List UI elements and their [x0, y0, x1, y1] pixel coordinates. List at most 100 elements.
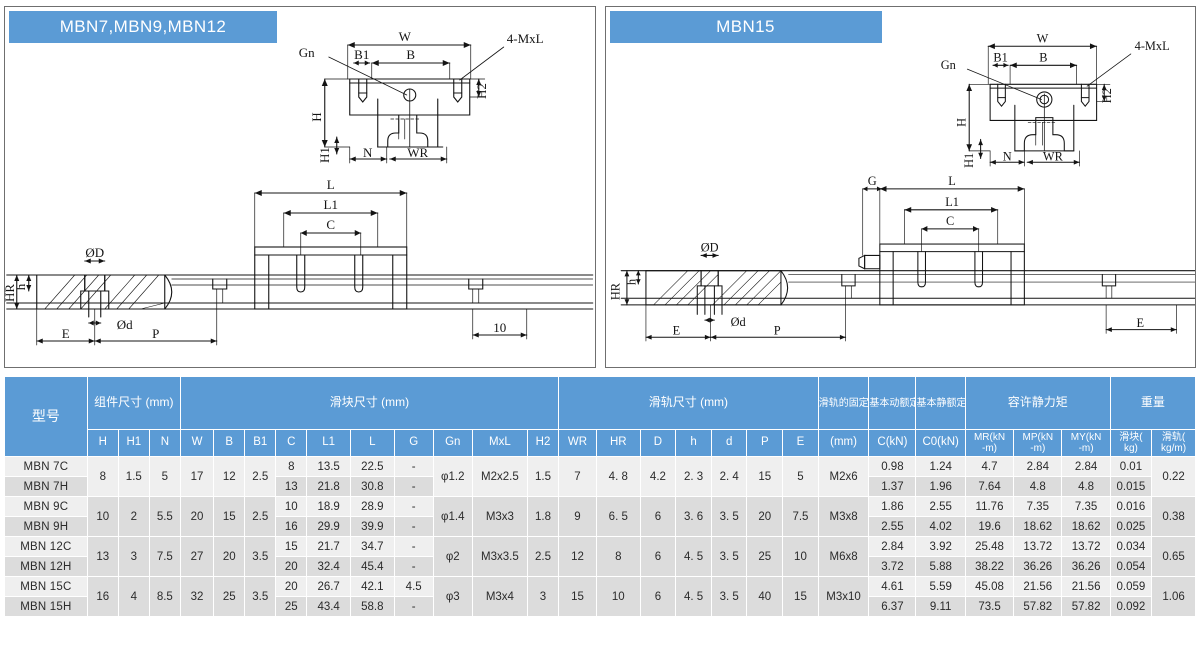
header-col-weight-block: 滑块(kg): [1109, 429, 1153, 457]
cell-H: 13: [86, 536, 119, 577]
table-row: MBN 12C 13 3 7.5 27 20 3.5 15 21.7 34.7 …: [4, 536, 1196, 577]
header-col-E: E: [782, 429, 819, 457]
cell-B1: 3.5: [244, 536, 277, 577]
cell-weight-rail: 1.06: [1151, 576, 1196, 617]
label-ten: 10: [493, 320, 506, 335]
cell-MY: 36.26: [1061, 556, 1111, 577]
cell-MR: 45.08: [964, 576, 1015, 597]
cell-MP: 4.8: [1013, 476, 1063, 497]
label-h2: H2: [474, 83, 489, 99]
cell-P: 15: [746, 456, 784, 497]
cell-bolt: M3x10: [817, 576, 870, 617]
cell-MR: 73.5: [964, 596, 1015, 617]
cell-G: -: [393, 556, 434, 577]
table-row: MBN 9C 10 2 5.5 20 15 2.5 10 18.9 28.9 -…: [4, 496, 1196, 537]
cell-C0-kN: 3.92: [915, 536, 966, 557]
label-small-d: Ød: [730, 315, 746, 329]
table-row: MBN 12H 20 32.4 45.4 - 3.72 5.88 38.22 3…: [4, 556, 1196, 577]
cell-weight-block: 0.015: [1109, 476, 1153, 497]
header-group-dynamic-load: 基本动额定负荷: [868, 376, 917, 430]
cell-WR: 9: [558, 496, 597, 537]
cell-weight-block: 0.054: [1109, 556, 1153, 577]
label-wr: WR: [407, 145, 428, 160]
cell-G: -: [393, 476, 434, 497]
cell-Gn: φ3: [432, 576, 473, 617]
table-header-row-groups: 型号 组件尺寸 (mm) 滑块尺寸 (mm) 滑轨尺寸 (mm) 滑轨的固定螺栓…: [4, 376, 1197, 457]
cell-C: 20: [275, 576, 308, 597]
cell-L1: 13.5: [306, 456, 351, 477]
drawing-mbn15: W B1 B 4-MxL Gn H H2 H1 N WR G L L1 C ØD…: [608, 31, 1195, 342]
cell-MP: 18.62: [1013, 516, 1063, 537]
cell-MY: 57.82: [1061, 596, 1111, 617]
cell-B1: 2.5: [244, 496, 277, 537]
table-row: MBN 15C 16 4 8.5 32 25 3.5 20 26.7 42.1 …: [4, 576, 1196, 617]
cell-D: 6: [639, 536, 677, 577]
label-h1: H1: [317, 147, 332, 163]
cell-H2: 1.5: [526, 456, 560, 497]
cell-C-kN: 2.84: [868, 536, 917, 557]
label-g: G: [867, 174, 876, 188]
table-row: MBN 9H 16 29.9 39.9 - 2.55 4.02 19.6 18.…: [4, 516, 1196, 537]
label-n: N: [363, 145, 373, 160]
label-e-right: E: [1136, 316, 1144, 330]
cell-L: 58.8: [349, 596, 395, 617]
cell-model: MBN 7C: [4, 456, 88, 477]
cell-H1: 4: [117, 576, 150, 617]
header-col-C-kN: C(kN): [868, 429, 917, 457]
cell-MY: 7.35: [1061, 496, 1111, 517]
cell-weight-block: 0.092: [1109, 596, 1153, 617]
cell-E: 15: [782, 576, 819, 617]
cell-weight-rail: 0.22: [1151, 456, 1196, 497]
cell-C: 20: [275, 556, 308, 577]
cell-MP: 21.56: [1013, 576, 1063, 597]
label-small-d: Ød: [117, 317, 133, 332]
panel-title-2: MBN15: [609, 11, 882, 43]
label-h-rail: h: [13, 283, 28, 290]
cell-MP: 13.72: [1013, 536, 1063, 557]
label-h: H: [309, 112, 324, 121]
header-group-rail: 滑轨尺寸 (mm): [558, 376, 819, 430]
header-group-block: 滑块尺寸 (mm): [179, 376, 560, 430]
cell-model: MBN 7H: [4, 476, 88, 497]
cell-C-kN: 4.61: [868, 576, 917, 597]
header-model: 型号: [4, 376, 88, 457]
cell-L1: 43.4: [306, 596, 351, 617]
cell-B: 15: [213, 496, 246, 537]
header-col-C: C: [275, 429, 308, 457]
header-col-WR: WR: [558, 429, 597, 457]
cell-C-kN: 3.72: [868, 556, 917, 577]
header-col-B1: B1: [244, 429, 277, 457]
drawing-panels: MBN7,MBN9,MBN12: [4, 6, 1196, 368]
cell-weight-block: 0.016: [1109, 496, 1153, 517]
label-l1: L1: [324, 197, 338, 212]
cell-MP: 2.84: [1013, 456, 1063, 477]
table-header-row-subs: H H1 N W B B1 C L1 L G Gn MxL H2 WR HR D…: [5, 429, 1196, 457]
cell-H: 10: [86, 496, 119, 537]
header-col-weight-rail: 滑轨(kg/m): [1151, 429, 1196, 457]
cell-h: 3. 6: [675, 496, 712, 537]
cell-model: MBN 15C: [4, 576, 88, 597]
header-group-assembly: 组件尺寸 (mm): [86, 376, 181, 430]
cell-MxL: M3x3.5: [471, 536, 528, 577]
cell-L: 28.9: [349, 496, 395, 517]
cell-H2: 2.5: [526, 536, 560, 577]
header-col-P: P: [746, 429, 784, 457]
cell-G: 4.5: [393, 576, 434, 597]
cell-d: 3. 5: [710, 536, 748, 577]
header-col-W: W: [179, 429, 215, 457]
table-row: MBN 7H 13 21.8 30.8 - 1.37 1.96 7.64 4.8…: [4, 476, 1196, 497]
label-e: E: [62, 326, 70, 341]
cell-N: 8.5: [148, 576, 181, 617]
cell-C0-kN: 5.59: [915, 576, 966, 597]
header-col-Gn: Gn: [432, 429, 473, 457]
cell-HR: 4. 8: [595, 456, 641, 497]
cell-HR: 8: [595, 536, 641, 577]
cell-MxL: M3x3: [471, 496, 528, 537]
cell-MR: 4.7: [964, 456, 1015, 477]
cell-E: 10: [782, 536, 819, 577]
cell-L: 34.7: [349, 536, 395, 557]
table-body: MBN 7C 8 1.5 5 17 12 2.5 8 13.5 22.5 - φ…: [4, 456, 1196, 617]
cell-d: 2. 4: [710, 456, 748, 497]
cell-h: 2. 3: [675, 456, 712, 497]
cell-model: MBN 12C: [4, 536, 88, 557]
